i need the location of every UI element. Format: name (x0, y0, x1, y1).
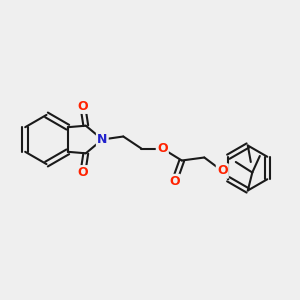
Text: O: O (169, 175, 180, 188)
Text: O: O (77, 100, 88, 113)
Text: N: N (97, 133, 107, 146)
Text: O: O (217, 164, 228, 178)
Text: O: O (77, 166, 88, 179)
Text: O: O (157, 142, 168, 155)
